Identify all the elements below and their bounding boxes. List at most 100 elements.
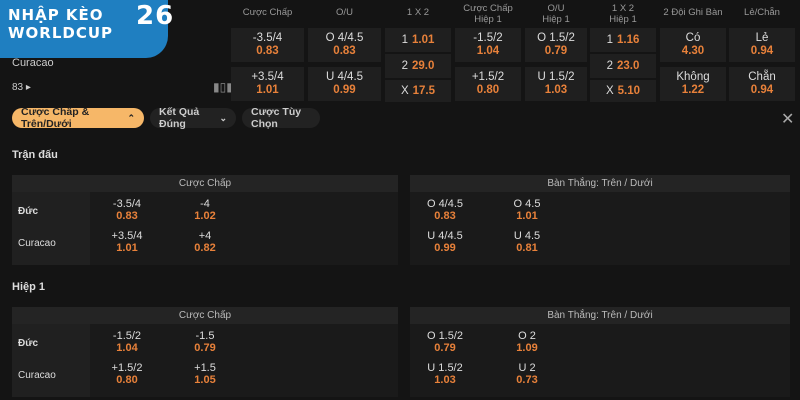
odds-value: 0.80 [476, 84, 500, 96]
odds-line: +3.5/4 [111, 230, 143, 242]
odds-cell[interactable]: 2 29.0 [385, 54, 451, 78]
odds-value: 1.22 [681, 84, 705, 96]
odds-value: 0.81 [516, 242, 538, 254]
odds-value: 0.99 [333, 84, 356, 96]
tab-2[interactable]: Cược Tùy Chọn [242, 106, 320, 130]
logo-line2: WORLDCUP [8, 24, 114, 42]
odds-cell[interactable]: U 1.5/2 1.03 [410, 362, 480, 386]
odds-cell[interactable]: Không 1.22 [660, 67, 726, 101]
odds-value: 1.01 [412, 33, 435, 46]
odds-line: +3.5/4 [251, 71, 284, 83]
team-name: Đức [18, 338, 39, 349]
odds-cell[interactable]: 1 1.16 [590, 28, 656, 52]
odds-cell[interactable]: Chẵn 0.94 [729, 67, 795, 101]
more-count: 83 [12, 82, 24, 93]
column-header: Cược Chấp [242, 7, 293, 18]
odds-cell[interactable]: O 1.5/2 0.79 [410, 330, 480, 354]
odds-line: -1.5 [195, 330, 215, 342]
odds-value: 0.80 [116, 374, 138, 386]
odds-value: 0.94 [750, 45, 774, 57]
odds-value: 1.01 [256, 84, 279, 96]
odds-line: U 4/4.5 [427, 230, 463, 242]
odds-value: 0.82 [194, 242, 216, 254]
column-header: 1 X 2 Hiệp 1 [609, 3, 637, 25]
odds-cell[interactable]: O 4/4.5 0.83 [410, 198, 480, 222]
odds-cell[interactable]: Có 4.30 [660, 28, 726, 62]
odds-value: 0.83 [256, 45, 279, 57]
more-markets-link[interactable]: 83 ▸ [12, 82, 31, 93]
odds-cell[interactable]: -1.5/2 1.04 [455, 28, 521, 62]
odds-cell[interactable]: +3.5/4 1.01 [92, 230, 162, 254]
odds-value: 0.79 [194, 342, 216, 354]
odds-value: 1.16 [617, 33, 640, 46]
odds-line: X [400, 84, 409, 97]
odds-value: 0.99 [434, 242, 456, 254]
panel-header: Bàn Thắng: Trên / Dưới [410, 307, 790, 324]
column-header: Lẻ/Chẵn [744, 7, 780, 18]
odds-cell[interactable]: +3.5/4 1.01 [231, 67, 304, 101]
bar-chart-icon[interactable]: ▮▯▮ [213, 80, 233, 94]
odds-cell[interactable]: 1 1.01 [385, 28, 451, 52]
odds-line: Chẵn [748, 71, 776, 83]
odds-cell[interactable]: U 4/4.5 0.99 [308, 67, 381, 101]
away-team: Curacao [12, 57, 54, 69]
odds-cell[interactable]: -3.5/4 0.83 [231, 28, 304, 62]
section-title: Trận đấu [12, 149, 58, 161]
odds-line: +1.5 [194, 362, 216, 374]
odds-cell[interactable]: -3.5/4 0.83 [92, 198, 162, 222]
odds-cell[interactable]: -1.5/2 1.04 [92, 330, 162, 354]
tab-label: Kết Quả Đúng [159, 106, 200, 130]
column-header: O/U Hiệp 1 [542, 3, 570, 25]
column-header: Cược Chấp Hiệp 1 [463, 3, 513, 25]
odds-value: 0.83 [116, 210, 138, 222]
odds-line: Lẻ [755, 32, 769, 44]
odds-value: 1.03 [434, 374, 456, 386]
column-header: 2 Đội Ghi Bàn [663, 7, 723, 18]
odds-cell[interactable]: O 1.5/2 0.79 [525, 28, 587, 62]
team-label-column [12, 324, 90, 397]
odds-line: -1.5/2 [473, 32, 503, 44]
odds-line: +4 [198, 230, 212, 242]
odds-cell[interactable]: +4 0.82 [170, 230, 240, 254]
odds-value: 23.0 [617, 59, 640, 72]
odds-cell[interactable]: Lẻ 0.94 [729, 28, 795, 62]
odds-cell[interactable]: U 1.5/2 1.03 [525, 67, 587, 101]
odds-cell[interactable]: -4 1.02 [170, 198, 240, 222]
odds-value: 1.04 [476, 45, 500, 57]
logo-line1: NHẬP KÈO [8, 6, 104, 24]
odds-value: 1.09 [516, 342, 538, 354]
odds-cell[interactable]: O 2 1.09 [492, 330, 562, 354]
odds-value: 17.5 [412, 84, 436, 97]
team-name: Curacao [18, 238, 56, 249]
odds-line: U 1.5/2 [427, 362, 463, 374]
odds-cell[interactable]: +1.5/2 0.80 [455, 67, 521, 101]
tab-1[interactable]: Kết Quả Đúng ⌄ [150, 106, 236, 130]
odds-cell[interactable]: 2 23.0 [590, 54, 656, 78]
odds-line: U 1.5/2 [537, 71, 575, 83]
site-logo: NHẬP KÈO WORLDCUP 26 [0, 0, 175, 58]
odds-cell[interactable]: O 4.5 1.01 [492, 198, 562, 222]
tab-0[interactable]: Cược Chấp & Trên/Dưới ⌃ [12, 106, 144, 130]
odds-value: 4.30 [681, 45, 705, 57]
odds-cell[interactable]: U 4.5 0.81 [492, 230, 562, 254]
odds-line: -3.5/4 [112, 198, 142, 210]
odds-line: 1 [401, 33, 408, 46]
odds-cell[interactable]: U 2 0.73 [492, 362, 562, 386]
close-icon[interactable]: ✕ [781, 111, 795, 128]
odds-cell[interactable]: O 4/4.5 0.83 [308, 28, 381, 62]
odds-value: 1.03 [544, 84, 568, 96]
odds-value: 1.04 [116, 342, 138, 354]
odds-cell[interactable]: X 17.5 [385, 80, 451, 102]
odds-value: 0.73 [516, 374, 538, 386]
team-label-column [12, 192, 90, 265]
odds-cell[interactable]: X 5.10 [590, 80, 656, 102]
logo-year: 26 [136, 1, 175, 31]
odds-cell[interactable]: U 4/4.5 0.99 [410, 230, 480, 254]
odds-cell[interactable]: +1.5/2 0.80 [92, 362, 162, 386]
odds-cell[interactable]: -1.5 0.79 [170, 330, 240, 354]
odds-cell[interactable]: +1.5 1.05 [170, 362, 240, 386]
section-title: Hiệp 1 [12, 281, 46, 293]
odds-value: 29.0 [412, 59, 435, 72]
tab-label: Cược Tùy Chọn [251, 106, 302, 130]
chevron-up-icon: ⌃ [127, 112, 135, 123]
